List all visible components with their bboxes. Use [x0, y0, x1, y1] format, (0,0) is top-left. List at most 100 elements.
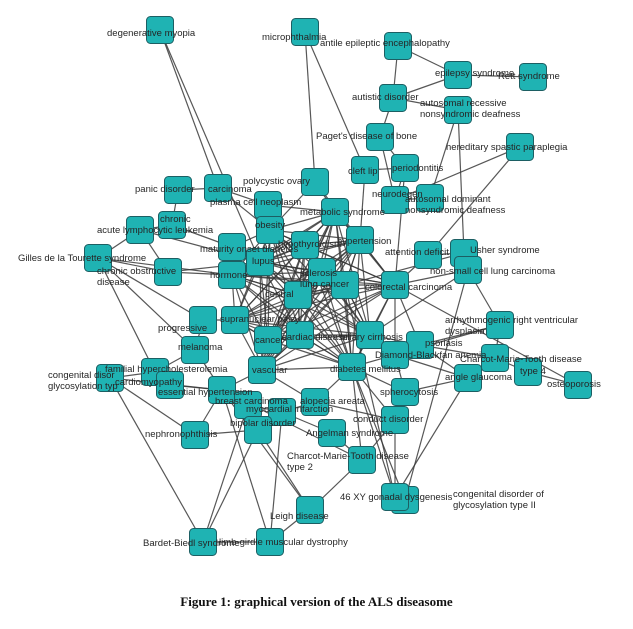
node-obesity[interactable]	[256, 216, 284, 244]
node-lupus[interactable]	[246, 248, 274, 276]
node-arvd[interactable]	[486, 311, 514, 339]
node-limb-girdle[interactable]	[256, 528, 284, 556]
edge-limb-girdle-myocardial	[269, 411, 283, 543]
label-panic: panic disorder	[135, 184, 195, 195]
edge-limb-girdle-essential-hyper	[221, 389, 271, 543]
node-ar-nonsyndromic-deafness[interactable]	[444, 96, 472, 124]
node-hormone[interactable]	[218, 261, 246, 289]
edge-obesity-cardiac	[269, 229, 301, 336]
node-cmt4[interactable]	[514, 358, 542, 386]
node-copd[interactable]	[154, 258, 182, 286]
label-thyroid: hypothyroidism	[278, 239, 342, 250]
label-bipolar: bipolar disorder	[230, 418, 295, 429]
edge-cdg2-ncs-lung	[404, 269, 469, 501]
label-essential-hyper: essential hypertension	[158, 387, 253, 398]
label-osteoporosis: osteoporosis	[547, 379, 601, 390]
node-rett-syndrome[interactable]	[519, 63, 547, 91]
edge-hsp-neuro	[394, 146, 521, 201]
label-diabetes: diabetes mellitus	[330, 364, 401, 375]
label-alopecia: alopecia areata	[300, 396, 366, 407]
nodes-layer	[84, 16, 592, 556]
node-osteoporosis[interactable]	[564, 371, 592, 399]
edge-degenerative-myopia-carcinoma	[159, 29, 219, 189]
label-microphthalmia: microphthalmia	[262, 32, 327, 43]
label-chronic: chronic	[160, 214, 191, 225]
edge-gonadal-angle-glaucoma	[394, 377, 469, 498]
label-melanoma: melanoma	[178, 342, 223, 353]
node-degenerative-myopia[interactable]	[146, 16, 174, 44]
node-cmt[interactable]	[481, 344, 509, 372]
node-angelman[interactable]	[318, 419, 346, 447]
node-carcinoma[interactable]	[204, 174, 232, 202]
node-maturity-diabetes[interactable]	[218, 233, 246, 261]
node-diamond[interactable]	[381, 341, 409, 369]
node-diabetes[interactable]	[338, 353, 366, 381]
edge-colorectal-supranuclear	[234, 284, 396, 321]
node-lung-cancer[interactable]	[331, 271, 359, 299]
edge-tourette-melanoma	[97, 257, 196, 351]
node-thyroid[interactable]	[291, 231, 319, 259]
node-nephronophthisis[interactable]	[181, 421, 209, 449]
edge-tourette-familial-hyper	[97, 257, 156, 373]
node-essential-hyper[interactable]	[208, 376, 236, 404]
node-panic[interactable]	[164, 176, 192, 204]
node-biliary[interactable]	[356, 321, 384, 349]
label-breast: breast carcinoma	[215, 396, 289, 407]
label-hypertension: hypertension	[337, 236, 391, 247]
node-autistic-disorder[interactable]	[379, 84, 407, 112]
label-cmt: Charcot-Marie-Tooth disease	[460, 354, 582, 365]
node-neuro[interactable]	[381, 186, 409, 214]
node-bardet[interactable]	[189, 528, 217, 556]
node-antiepileptic[interactable]	[384, 32, 412, 60]
figure-caption: Figure 1: graphical version of the ALS d…	[180, 594, 453, 609]
node-cardiac[interactable]	[286, 321, 314, 349]
edge-hypertension-diabetes	[351, 239, 361, 368]
node-leigh[interactable]	[296, 496, 324, 524]
node-myocardial[interactable]	[268, 398, 296, 426]
node-odontitis[interactable]	[391, 154, 419, 182]
label-cdg: congenital disor glycosylation typ	[48, 370, 118, 392]
label-odontitis: periodontitis	[392, 163, 443, 174]
node-all[interactable]	[126, 216, 154, 244]
label-myocardial: myocardial infarction	[246, 404, 333, 415]
node-gonadal[interactable]	[381, 483, 409, 511]
node-conduct[interactable]	[381, 406, 409, 434]
node-microphthalmia[interactable]	[291, 18, 319, 46]
node-melanoma[interactable]	[181, 336, 209, 364]
node-tourette[interactable]	[84, 244, 112, 272]
node-spherocytosis[interactable]	[391, 378, 419, 406]
node-chronic[interactable]	[158, 211, 186, 239]
edge-vascular-diabetes	[261, 366, 353, 371]
node-progressive[interactable]	[189, 306, 217, 334]
node-central[interactable]	[284, 281, 312, 309]
node-hsp[interactable]	[506, 133, 534, 161]
node-cleft[interactable]	[351, 156, 379, 184]
label-familial-hyper: familial hypercholesterolemia	[105, 364, 228, 375]
node-pcos[interactable]	[301, 168, 329, 196]
node-cdg[interactable]	[96, 364, 124, 392]
node-epilepsy-syndrome[interactable]	[444, 61, 472, 89]
node-alopecia[interactable]	[301, 388, 329, 416]
node-ncs-lung[interactable]	[454, 256, 482, 284]
node-supranuclear[interactable]	[221, 306, 249, 334]
label-angle-glaucoma: angle glaucoma	[445, 372, 513, 383]
node-pagets[interactable]	[366, 123, 394, 151]
labels-layer: degenerative myopia microphthalmiaantile …	[18, 28, 601, 549]
label-attention-deficit: attention deficit	[385, 247, 449, 258]
node-bipolar[interactable]	[244, 416, 272, 444]
label-progressive: progressive	[158, 323, 207, 334]
node-colorectal[interactable]	[381, 271, 409, 299]
node-ad-nonsyndromic-deafness[interactable]	[416, 184, 444, 212]
label-sclerosis: sclerosis	[300, 268, 337, 279]
node-cmt2[interactable]	[348, 446, 376, 474]
node-cardiomyopathy[interactable]	[156, 371, 184, 399]
label-cardiomyopathy: cardiomyopathy	[115, 377, 182, 388]
node-metabolic[interactable]	[321, 198, 349, 226]
node-vascular[interactable]	[248, 356, 276, 384]
node-cancer[interactable]	[254, 326, 282, 354]
node-attention-deficit[interactable]	[414, 241, 442, 269]
node-angle-glaucoma[interactable]	[454, 364, 482, 392]
label-nephronophthisis: nephronophthisis	[145, 429, 218, 440]
node-hypertension[interactable]	[346, 226, 374, 254]
label-antiepileptic: antile epileptic encephalopathy	[320, 38, 450, 49]
